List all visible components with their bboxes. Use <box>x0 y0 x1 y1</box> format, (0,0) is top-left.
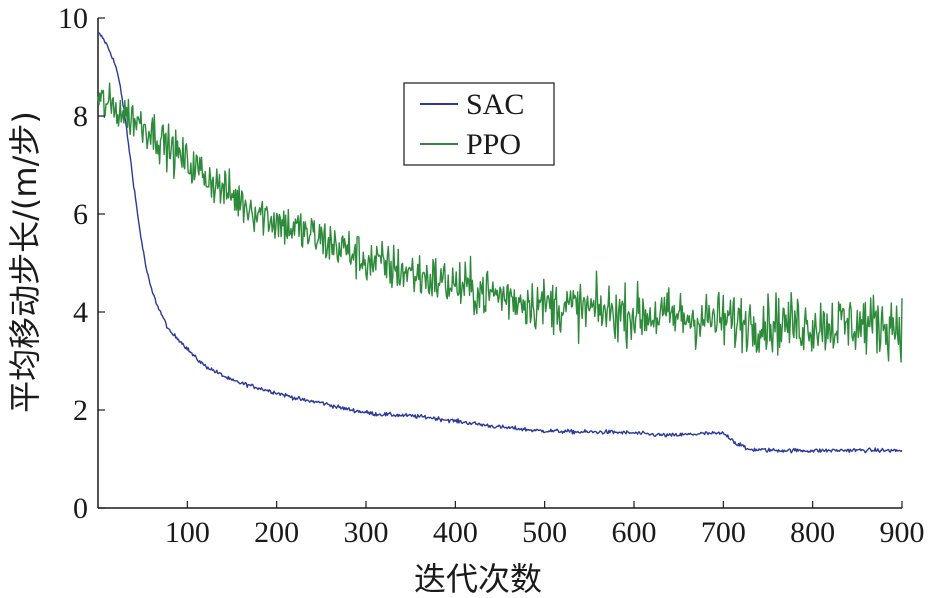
y-tick-label: 0 <box>73 492 88 525</box>
ticks-layer: 100 200 300 400 500 600 700 800 900 0 2 4 6 8 10 <box>58 2 925 549</box>
x-tick-label: 300 <box>344 516 389 549</box>
x-tick-label: 200 <box>254 516 299 549</box>
x-tick-label: 100 <box>165 516 210 549</box>
y-tick-label: 8 <box>73 100 88 133</box>
x-tick-label: 400 <box>433 516 478 549</box>
x-axis-title: 迭代次数 <box>414 560 542 598</box>
x-tick-label: 900 <box>880 516 925 549</box>
series-line-ppo <box>97 82 903 363</box>
y-tick-label: 6 <box>73 198 88 231</box>
x-tick-label: 700 <box>701 516 746 549</box>
legend-label-ppo: PPO <box>466 128 521 161</box>
legend-label-sac: SAC <box>466 88 524 121</box>
x-tick-label: 600 <box>612 516 657 549</box>
y-tick-label: 10 <box>58 2 88 35</box>
legend: SAC PPO <box>403 82 555 166</box>
x-tick-label: 500 <box>522 516 567 549</box>
x-tick-label: 800 <box>790 516 835 549</box>
y-tick-label: 2 <box>73 394 88 427</box>
y-axis-title: 平均移动步长/(m/步) <box>6 111 44 413</box>
series-layer <box>97 31 903 454</box>
y-tick-label: 4 <box>73 296 88 329</box>
series-line-sac <box>97 31 903 454</box>
legend-box <box>403 82 555 166</box>
